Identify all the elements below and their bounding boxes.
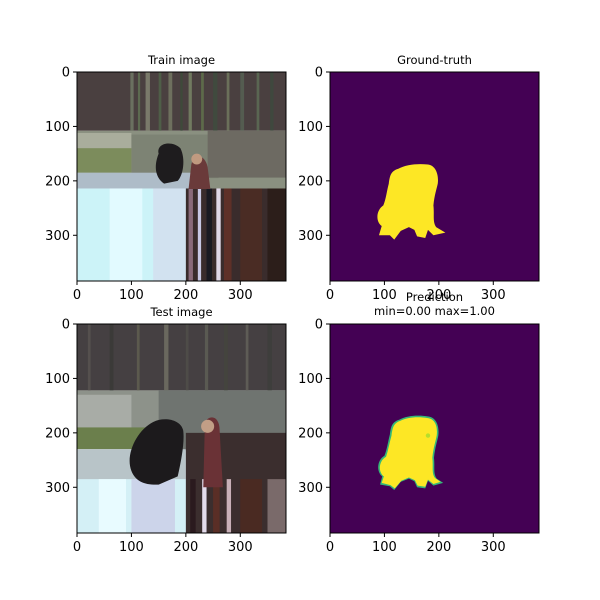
train-image-xtick-label: 0	[73, 288, 81, 303]
prediction-ytick-label: 100	[298, 372, 323, 387]
train-image-panel: Train image 0 100 200 300 0 100 200 300	[45, 53, 287, 303]
prediction-x-axis: 0 100 200 300	[326, 533, 506, 555]
prediction-mask	[330, 324, 539, 533]
test-image-y-axis: 0 100 200 300	[45, 318, 77, 496]
ground-truth-frame	[329, 71, 540, 282]
prediction-y-axis: 0 100 200 300	[298, 318, 330, 496]
test-image-ytick-label: 200	[45, 426, 70, 441]
test-image-xtick-label: 300	[228, 540, 253, 555]
prediction-title-line: min=0.00 max=1.00	[374, 304, 495, 318]
prediction-ytick-label: 200	[298, 426, 323, 441]
train-image	[77, 72, 286, 281]
test-image	[77, 324, 286, 533]
train-image-x-axis: 0 100 200 300	[73, 281, 253, 303]
prediction-xtick-label: 300	[481, 540, 506, 555]
prediction-ytick-label: 0	[315, 318, 323, 333]
ground-truth-mask	[330, 72, 539, 281]
ground-truth-ytick-label: 0	[315, 66, 323, 81]
test-image-ytick-label: 100	[45, 372, 70, 387]
ground-truth-xtick-label: 100	[372, 288, 397, 303]
prediction-xtick-label: 0	[326, 540, 334, 555]
prediction-ytick-label: 300	[298, 481, 323, 496]
ground-truth-ytick-label: 100	[298, 120, 323, 135]
ground-truth-panel: Ground-truth 0 100 200 300 0 100 200 300	[298, 53, 540, 303]
ground-truth-title: Ground-truth	[397, 53, 472, 67]
ground-truth-xtick-label: 0	[326, 288, 334, 303]
ground-truth-x-axis: 0 100 200 300	[326, 281, 506, 303]
test-image-xtick-label: 100	[119, 540, 144, 555]
test-image-xtick-label: 200	[173, 540, 198, 555]
test-image-xtick-label: 0	[73, 540, 81, 555]
prediction-frame	[329, 323, 540, 534]
train-image-title: Train image	[147, 53, 215, 67]
test-image-title: Test image	[149, 305, 212, 319]
prediction-xtick-label: 200	[426, 540, 451, 555]
prediction-title: Prediction min=0.00 max=1.00	[374, 290, 495, 318]
train-image-xtick-label: 100	[119, 288, 144, 303]
train-image-frame	[76, 71, 287, 282]
ground-truth-ytick-label: 300	[298, 229, 323, 244]
prediction-title-line: Prediction	[406, 290, 463, 304]
prediction-panel: Prediction min=0.00 max=1.00 0 100 200 300 0…	[298, 290, 540, 555]
test-image-ytick-label: 300	[45, 481, 70, 496]
train-image-xtick-label: 300	[228, 288, 253, 303]
train-image-y-axis: 0 100 200 300	[45, 66, 77, 244]
ground-truth-ytick-label: 200	[298, 174, 323, 189]
train-image-xtick-label: 200	[173, 288, 198, 303]
test-image-panel: Test image 0 100 200 300 0 100 200 300	[45, 305, 287, 555]
test-image-frame	[76, 323, 287, 534]
prediction-xtick-label: 100	[372, 540, 397, 555]
ground-truth-y-axis: 0 100 200 300	[298, 66, 330, 244]
train-image-ytick-label: 100	[45, 120, 70, 135]
ground-truth-xtick-label: 200	[426, 288, 451, 303]
train-image-ytick-label: 300	[45, 229, 70, 244]
train-image-ytick-label: 200	[45, 174, 70, 189]
ground-truth-xtick-label: 300	[481, 288, 506, 303]
test-image-ytick-label: 0	[62, 318, 70, 333]
test-image-x-axis: 0 100 200 300	[73, 533, 253, 555]
train-image-ytick-label: 0	[62, 66, 70, 81]
